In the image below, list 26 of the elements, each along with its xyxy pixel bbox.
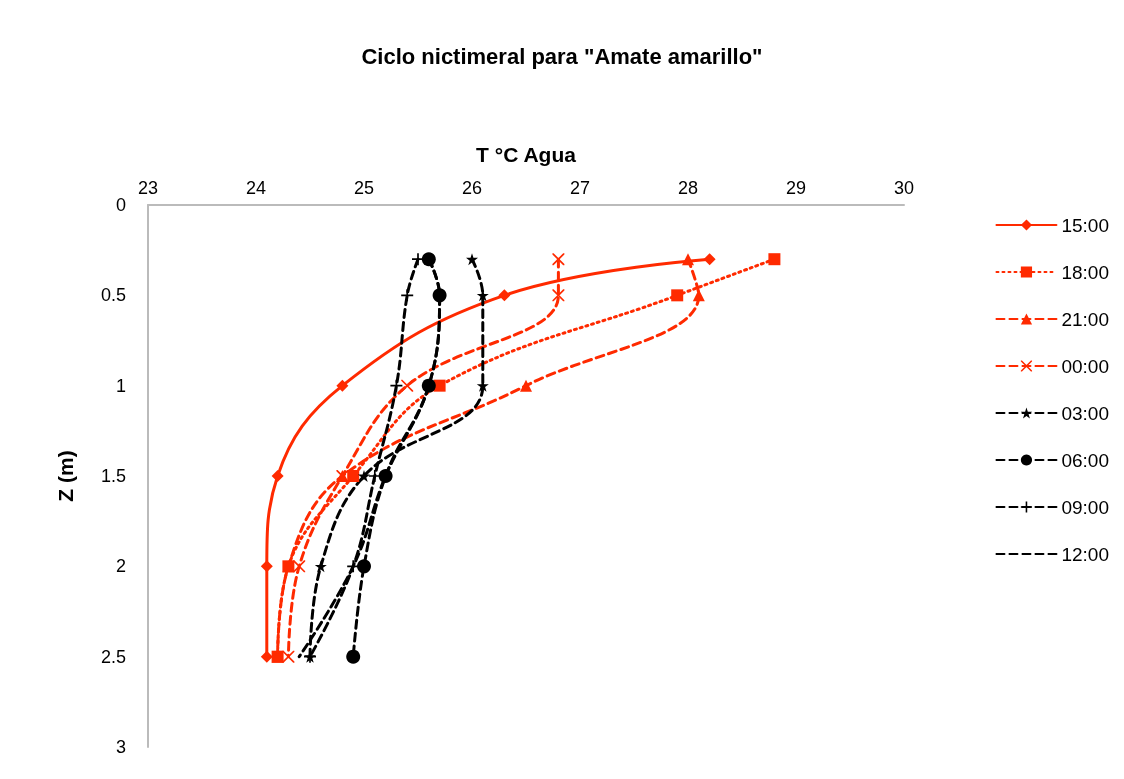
legend-label: 06:00 bbox=[1061, 449, 1109, 471]
y-tick-label: 2.5 bbox=[100, 646, 126, 667]
x-tick-label: 27 bbox=[569, 178, 591, 198]
y-tick-label: 0 bbox=[115, 195, 126, 215]
legend-label: 12:00 bbox=[1061, 543, 1109, 565]
legend-label: 18:00 bbox=[1061, 261, 1109, 283]
x-tick-label: 24 bbox=[245, 178, 267, 198]
legend-label: 15:00 bbox=[1061, 214, 1109, 236]
x-tick-label: 29 bbox=[785, 178, 807, 198]
legend-label: 21:00 bbox=[1061, 308, 1109, 330]
x-tick-label: 26 bbox=[461, 178, 483, 198]
x-tick-label: 23 bbox=[137, 178, 159, 198]
y-tick-label: 2 bbox=[115, 556, 126, 577]
chart-title: Ciclo nictimeral para "Amate amarillo" bbox=[361, 43, 763, 69]
y-tick-label: 1.5 bbox=[100, 466, 126, 486]
legend-label: 03:00 bbox=[1061, 402, 1109, 424]
x-tick-label: 25 bbox=[353, 178, 375, 198]
x-axis-title: T °C Agua bbox=[476, 143, 577, 166]
x-tick-label: 30 bbox=[893, 178, 915, 198]
legend-label: 09:00 bbox=[1061, 496, 1109, 518]
y-tick-label: 3 bbox=[115, 737, 126, 757]
y-tick-label: 0.5 bbox=[100, 285, 126, 306]
y-axis-title: Z (m) bbox=[54, 450, 77, 502]
x-tick-label: 28 bbox=[677, 178, 699, 198]
y-tick-label: 1 bbox=[115, 375, 126, 396]
legend-label: 00:00 bbox=[1061, 355, 1109, 377]
